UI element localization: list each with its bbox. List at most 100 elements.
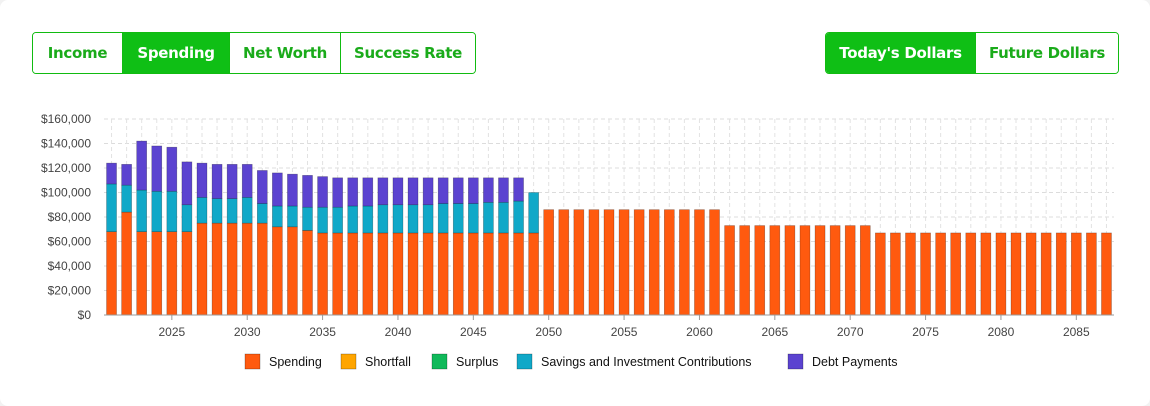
bar-spending-2081[interactable] — [1010, 232, 1022, 316]
bar-spending-2031[interactable] — [256, 222, 268, 316]
bar-spending-2026[interactable] — [181, 231, 193, 316]
bar-spending-2048[interactable] — [513, 232, 524, 316]
bar-savings-2030[interactable] — [241, 197, 253, 224]
bar-debt-2026[interactable] — [181, 161, 193, 206]
bar-spending-2065[interactable] — [769, 225, 781, 316]
bar-spending-2034[interactable] — [302, 230, 313, 316]
bar-spending-2069[interactable] — [829, 225, 841, 316]
bar-spending-2066[interactable] — [784, 225, 796, 316]
bar-spending-2050[interactable] — [543, 209, 555, 316]
bar-spending-2082[interactable] — [1025, 232, 1037, 316]
bar-savings-2044[interactable] — [452, 203, 464, 234]
bar-debt-2022[interactable] — [121, 164, 132, 186]
bar-spending-2077[interactable] — [950, 232, 962, 316]
bar-spending-2025[interactable] — [166, 231, 178, 316]
bar-spending-2042[interactable] — [422, 232, 434, 316]
bar-debt-2043[interactable] — [437, 177, 449, 204]
bar-debt-2045[interactable] — [468, 177, 479, 204]
tab-future-dollars[interactable]: Future Dollars — [976, 33, 1118, 73]
bar-spending-2033[interactable] — [287, 226, 298, 316]
tab-income[interactable]: Income — [33, 33, 123, 73]
legend-label-shortfall[interactable]: Shortfall — [365, 355, 411, 369]
bar-spending-2076[interactable] — [935, 232, 946, 316]
legend-label-savings[interactable]: Savings and Investment Contributions — [541, 355, 752, 369]
bar-spending-2029[interactable] — [226, 222, 238, 316]
bar-savings-2042[interactable] — [422, 204, 434, 234]
bar-spending-2046[interactable] — [483, 232, 494, 316]
bar-debt-2028[interactable] — [211, 164, 223, 199]
tab-net-worth[interactable]: Net Worth — [230, 33, 341, 73]
tab-success-rate[interactable]: Success Rate — [341, 33, 475, 73]
bar-debt-2039[interactable] — [377, 177, 389, 206]
bar-spending-2068[interactable] — [814, 225, 826, 316]
bar-savings-2048[interactable] — [513, 200, 524, 234]
bar-savings-2023[interactable] — [136, 189, 147, 233]
bar-debt-2021[interactable] — [106, 162, 117, 185]
bar-spending-2073[interactable] — [890, 232, 901, 316]
bar-debt-2046[interactable] — [483, 177, 494, 203]
bar-spending-2044[interactable] — [452, 232, 464, 316]
bar-savings-2029[interactable] — [226, 198, 238, 224]
bar-spending-2023[interactable] — [136, 231, 147, 316]
bar-debt-2038[interactable] — [362, 177, 374, 207]
bar-spending-2074[interactable] — [905, 232, 916, 316]
bar-debt-2030[interactable] — [241, 164, 253, 198]
bar-spending-2051[interactable] — [558, 209, 570, 316]
bar-savings-2028[interactable] — [211, 198, 223, 224]
legend-label-spending[interactable]: Spending — [269, 355, 322, 369]
bar-savings-2036[interactable] — [332, 206, 343, 234]
bar-spending-2039[interactable] — [377, 232, 389, 316]
bar-spending-2079[interactable] — [980, 232, 992, 316]
bar-savings-2046[interactable] — [483, 202, 494, 234]
bar-spending-2041[interactable] — [407, 232, 419, 316]
bar-spending-2028[interactable] — [211, 222, 223, 316]
bar-spending-2022[interactable] — [121, 211, 132, 316]
bar-savings-2049[interactable] — [528, 192, 539, 234]
bar-debt-2023[interactable] — [136, 140, 147, 191]
bar-spending-2035[interactable] — [317, 232, 328, 316]
bar-savings-2034[interactable] — [302, 206, 313, 231]
bar-debt-2035[interactable] — [317, 176, 328, 208]
bar-debt-2040[interactable] — [392, 177, 404, 206]
bar-spending-2047[interactable] — [498, 232, 509, 316]
bar-spending-2036[interactable] — [332, 232, 343, 316]
bar-spending-2037[interactable] — [347, 232, 359, 316]
bar-savings-2032[interactable] — [272, 205, 283, 228]
bar-spending-2040[interactable] — [392, 232, 404, 316]
bar-debt-2036[interactable] — [332, 177, 343, 208]
bar-savings-2024[interactable] — [151, 190, 163, 232]
bar-spending-2053[interactable] — [588, 209, 600, 316]
bar-spending-2080[interactable] — [995, 232, 1007, 316]
bar-spending-2070[interactable] — [844, 225, 856, 316]
bar-savings-2040[interactable] — [392, 204, 404, 234]
bar-spending-2049[interactable] — [528, 232, 539, 316]
legend-label-surplus[interactable]: Surplus — [456, 355, 498, 369]
bar-spending-2078[interactable] — [965, 232, 977, 316]
bar-spending-2083[interactable] — [1040, 232, 1052, 316]
bar-debt-2024[interactable] — [151, 145, 163, 192]
bar-savings-2039[interactable] — [377, 204, 389, 234]
bar-spending-2043[interactable] — [437, 232, 449, 316]
bar-spending-2056[interactable] — [633, 209, 645, 316]
bar-spending-2024[interactable] — [151, 231, 163, 316]
bar-savings-2038[interactable] — [362, 205, 374, 234]
bar-spending-2021[interactable] — [106, 231, 117, 316]
bar-spending-2071[interactable] — [859, 225, 871, 316]
bar-spending-2058[interactable] — [663, 209, 675, 316]
bar-spending-2032[interactable] — [272, 226, 283, 316]
bar-spending-2085[interactable] — [1071, 232, 1082, 316]
bar-spending-2045[interactable] — [468, 232, 479, 316]
bar-savings-2041[interactable] — [407, 204, 419, 234]
bar-spending-2072[interactable] — [875, 232, 886, 316]
bar-debt-2034[interactable] — [302, 175, 313, 208]
bar-spending-2086[interactable] — [1086, 232, 1097, 316]
bar-savings-2037[interactable] — [347, 205, 359, 234]
bar-spending-2030[interactable] — [241, 222, 253, 316]
bar-spending-2054[interactable] — [603, 209, 615, 316]
bar-savings-2025[interactable] — [166, 190, 178, 232]
bar-spending-2055[interactable] — [618, 209, 630, 316]
bar-debt-2047[interactable] — [498, 177, 509, 203]
bar-debt-2033[interactable] — [287, 173, 298, 207]
bar-spending-2038[interactable] — [362, 232, 374, 316]
bar-debt-2031[interactable] — [256, 170, 268, 204]
